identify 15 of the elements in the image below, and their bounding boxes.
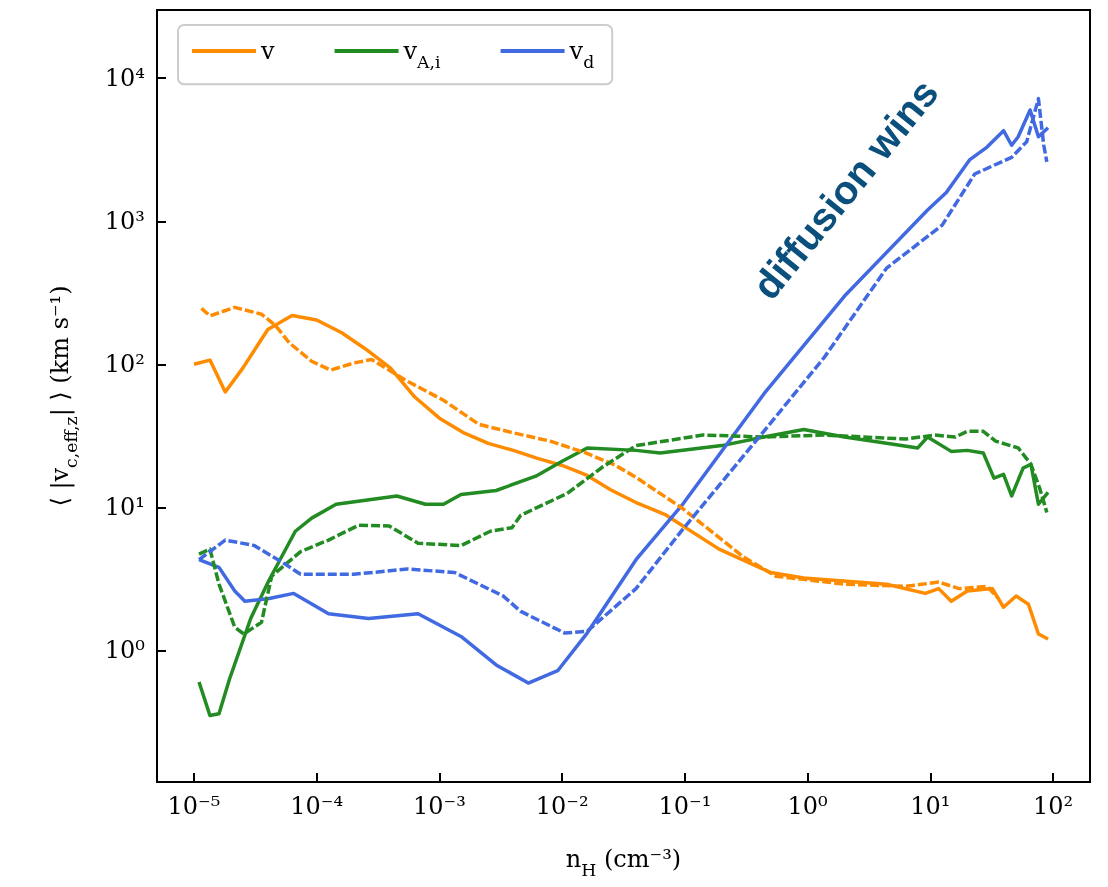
- x-tick-label: 10²: [1032, 792, 1074, 820]
- x-tick-label: 10⁻²: [535, 792, 589, 820]
- y-tick-label: 10³: [104, 207, 145, 236]
- y-tick-label: 10⁰: [104, 636, 145, 665]
- x-tick-label: 10⁻¹: [658, 792, 712, 820]
- legend-label: v: [260, 37, 275, 65]
- x-tick-label: 10⁻³: [412, 792, 466, 820]
- y-tick-label: 10²: [104, 350, 145, 379]
- x-tick-label: 10⁻⁵: [167, 792, 221, 820]
- x-tick-label: 10¹: [910, 792, 951, 820]
- y-axis-title: ⟨ |vc,eff,z| ⟩ (km s⁻¹): [45, 285, 81, 507]
- x-tick-label: 10⁰: [787, 792, 828, 820]
- x-tick-label: 10⁻⁴: [290, 792, 344, 820]
- y-tick-label: 10¹: [104, 493, 145, 522]
- y-tick-label: 10⁴: [104, 64, 145, 93]
